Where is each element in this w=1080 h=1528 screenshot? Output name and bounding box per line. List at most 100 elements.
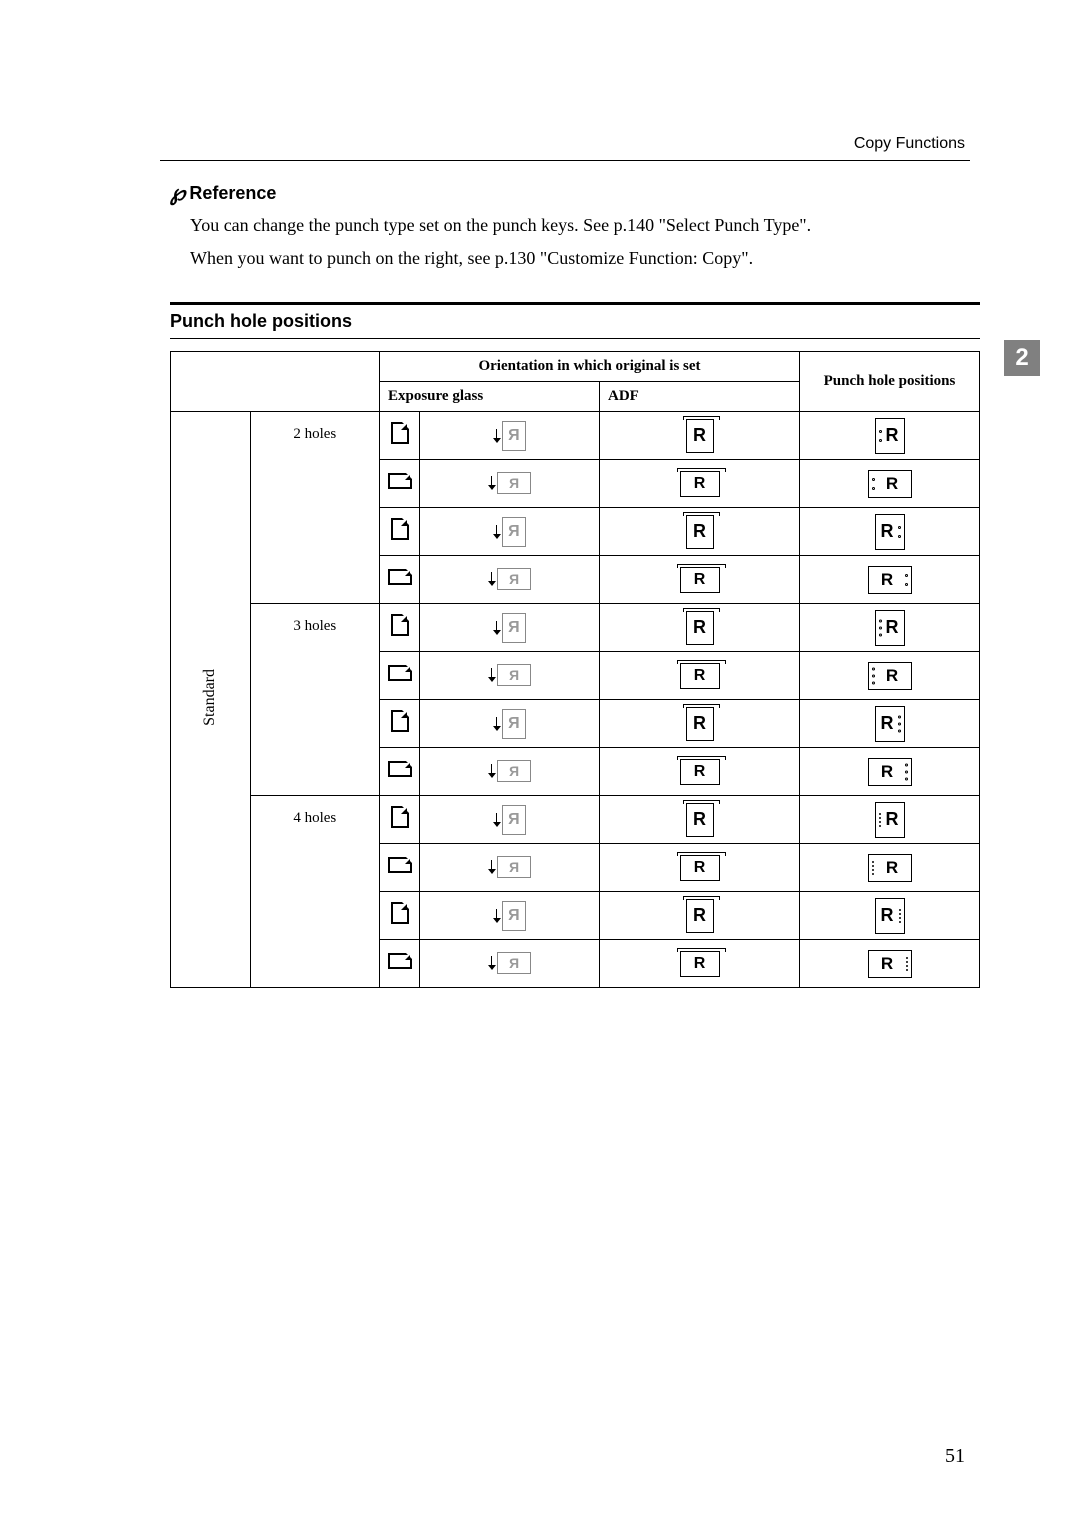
header-divider [160, 160, 970, 161]
exposure-cell: R [420, 508, 600, 556]
orientation-cell [380, 556, 420, 604]
punch-position-icon: R [875, 514, 905, 550]
adf-cell: R [600, 796, 800, 844]
exposure-glass-icon: R [493, 517, 526, 547]
exposure-cell: R [420, 748, 600, 796]
adf-icon: R [680, 951, 720, 977]
orientation-portrait-icon [391, 422, 409, 444]
holes-label-cell: 2 holes [250, 412, 379, 604]
orientation-landscape-icon [388, 953, 412, 969]
orientation-cell [380, 460, 420, 508]
orientation-cell [380, 652, 420, 700]
exposure-glass-icon: R [493, 901, 526, 931]
exposure-glass-icon: R [488, 568, 531, 590]
punch-cell: R [800, 556, 980, 604]
orientation-landscape-icon [388, 761, 412, 777]
orientation-portrait-icon [391, 614, 409, 636]
orientation-portrait-icon [391, 518, 409, 540]
adf-cell: R [600, 844, 800, 892]
punch-position-icon: R [875, 610, 905, 646]
punch-position-icon: R [868, 662, 912, 690]
punch-position-icon: R [868, 854, 912, 882]
orientation-landscape-icon [388, 857, 412, 873]
table-row: 3 holes R R R [171, 604, 980, 652]
adf-cell: R [600, 412, 800, 460]
reference-heading: ℘ Reference [170, 180, 980, 206]
punch-cell: R [800, 412, 980, 460]
orientation-cell [380, 412, 420, 460]
punch-position-icon: R [875, 706, 905, 742]
exposure-glass-icon: R [493, 421, 526, 451]
reference-line-2: When you want to punch on the right, see… [190, 245, 980, 272]
orientation-cell [380, 796, 420, 844]
reference-icon: ℘ [170, 180, 185, 206]
exposure-cell: R [420, 700, 600, 748]
chapter-tab: 2 [1004, 340, 1040, 376]
adf-cell: R [600, 748, 800, 796]
table-header-punch: Punch hole positions [800, 352, 980, 412]
punch-position-icon: R [875, 898, 905, 934]
exposure-cell: R [420, 412, 600, 460]
exposure-glass-icon: R [488, 664, 531, 686]
exposure-glass-icon: R [488, 856, 531, 878]
adf-icon: R [680, 663, 720, 689]
table-header-orientation: Orientation in which original is set [380, 352, 800, 382]
punch-position-icon: R [875, 418, 905, 454]
exposure-glass-icon: R [493, 805, 526, 835]
orientation-landscape-icon [388, 569, 412, 585]
orientation-cell [380, 892, 420, 940]
orientation-cell [380, 748, 420, 796]
orientation-cell [380, 604, 420, 652]
page-number: 51 [945, 1445, 965, 1468]
exposure-cell: R [420, 844, 600, 892]
exposure-cell: R [420, 604, 600, 652]
exposure-cell: R [420, 796, 600, 844]
exposure-glass-icon: R [493, 709, 526, 739]
adf-icon: R [680, 759, 720, 785]
table-header-exposure: Exposure glass [380, 382, 600, 412]
adf-cell: R [600, 508, 800, 556]
punch-position-icon: R [868, 950, 912, 978]
orientation-cell [380, 508, 420, 556]
punch-cell: R [800, 940, 980, 988]
exposure-cell: R [420, 556, 600, 604]
header-section-text: Copy Functions [854, 135, 965, 153]
adf-icon: R [686, 707, 714, 741]
punch-cell: R [800, 748, 980, 796]
reference-section: ℘ Reference You can change the punch typ… [170, 180, 980, 272]
adf-cell: R [600, 940, 800, 988]
adf-icon: R [686, 419, 714, 453]
punch-cell: R [800, 460, 980, 508]
reference-line-1: You can change the punch type set on the… [190, 212, 980, 239]
exposure-cell: R [420, 940, 600, 988]
adf-cell: R [600, 556, 800, 604]
adf-cell: R [600, 652, 800, 700]
orientation-landscape-icon [388, 665, 412, 681]
table-row: Standard2 holes R R R [171, 412, 980, 460]
orientation-landscape-icon [388, 473, 412, 489]
orientation-cell [380, 700, 420, 748]
exposure-cell: R [420, 892, 600, 940]
adf-icon: R [680, 567, 720, 593]
punch-cell: R [800, 844, 980, 892]
adf-icon: R [686, 515, 714, 549]
adf-icon: R [686, 899, 714, 933]
adf-cell: R [600, 700, 800, 748]
punch-cell: R [800, 652, 980, 700]
orientation-portrait-icon [391, 806, 409, 828]
section-title: Punch hole positions [170, 302, 980, 339]
punch-positions-table: Orientation in which original is set Pun… [170, 351, 980, 988]
orientation-cell [380, 844, 420, 892]
adf-icon: R [680, 471, 720, 497]
punch-position-icon: R [868, 566, 912, 594]
adf-icon: R [686, 803, 714, 837]
orientation-portrait-icon [391, 902, 409, 924]
exposure-glass-icon: R [488, 760, 531, 782]
punch-position-icon: R [868, 470, 912, 498]
punch-cell: R [800, 604, 980, 652]
punch-cell: R [800, 700, 980, 748]
exposure-cell: R [420, 652, 600, 700]
standard-label-cell: Standard [171, 412, 251, 988]
adf-cell: R [600, 460, 800, 508]
adf-cell: R [600, 604, 800, 652]
